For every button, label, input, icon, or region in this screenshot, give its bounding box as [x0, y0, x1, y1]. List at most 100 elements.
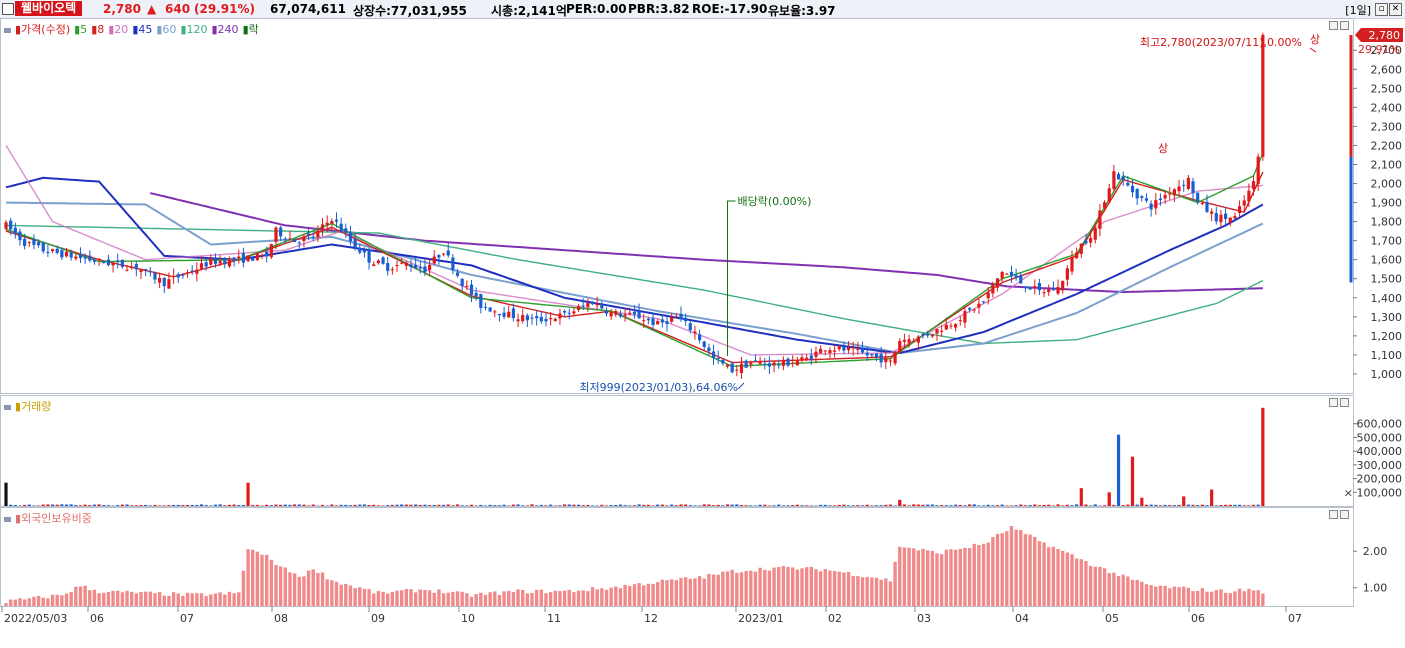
- candle-body: [330, 221, 334, 224]
- volume-bar: [567, 504, 571, 506]
- volume-bar: [502, 504, 506, 506]
- panel-max-icon[interactable]: [1340, 510, 1349, 519]
- candle-body: [842, 346, 846, 351]
- legend-item-1[interactable]: ▮5: [74, 23, 88, 36]
- panel-max-icon[interactable]: [1340, 398, 1349, 407]
- panel-max-icon[interactable]: [1340, 21, 1349, 30]
- candle-body: [721, 359, 725, 364]
- volume-bar: [1116, 434, 1121, 506]
- foreign-bar: [725, 571, 730, 606]
- price-axis-label: 2,400: [1371, 101, 1403, 114]
- select-checkbox[interactable]: [2, 3, 14, 15]
- volume-bar: [1009, 505, 1014, 506]
- volume-bar: [428, 505, 432, 506]
- legend-item-4[interactable]: ▮45: [132, 23, 153, 36]
- candle-body: [651, 318, 655, 325]
- panel-handle-icon[interactable]: [4, 404, 11, 410]
- foreign-bar: [1242, 591, 1246, 606]
- foreign-axis-label: 1.00: [1363, 582, 1388, 595]
- candle-body: [972, 309, 976, 311]
- volume-bar: [981, 505, 986, 506]
- candle-body: [60, 250, 64, 258]
- foreign-bar: [939, 554, 944, 606]
- foreign-bar: [576, 590, 581, 606]
- candle-body: [404, 262, 408, 266]
- legend-item-2[interactable]: ▮8: [91, 23, 105, 36]
- foreign-bar: [237, 592, 241, 606]
- price-axis-label: 1,300: [1371, 311, 1403, 324]
- candle-body: [823, 350, 827, 352]
- candle-body: [502, 312, 506, 317]
- candle-body: [898, 341, 902, 353]
- candle-body: [1256, 156, 1260, 184]
- candle-body: [590, 302, 595, 305]
- candle-body: [1084, 240, 1088, 244]
- x-axis-label: 03: [917, 612, 931, 625]
- candle-body: [414, 264, 418, 269]
- candle-body: [46, 251, 50, 253]
- candle-body: [912, 341, 916, 343]
- volume-bar: [320, 504, 325, 506]
- candle-body: [795, 360, 799, 366]
- volume-bar: [83, 504, 87, 506]
- panel-min-icon[interactable]: [1329, 510, 1338, 519]
- volume-bar: [223, 505, 227, 506]
- foreign-bar: [1042, 542, 1046, 606]
- volume-bar: [711, 505, 716, 506]
- restore-icon[interactable]: ▫: [1375, 3, 1388, 16]
- candle-body: [758, 362, 762, 364]
- foreign-bar: [195, 593, 199, 606]
- ma-line-120: [5, 224, 1264, 345]
- panel-handle-icon[interactable]: [4, 516, 11, 522]
- foreign-bar: [972, 543, 976, 606]
- foreign-bar: [1126, 576, 1130, 606]
- candle-body: [730, 363, 734, 373]
- foreign-bar: [1074, 558, 1079, 606]
- volume-bar: [469, 504, 474, 506]
- volume-bar: [1079, 488, 1083, 506]
- panel-min-icon[interactable]: [1329, 21, 1338, 30]
- candle-body: [888, 360, 893, 362]
- legend-item-8[interactable]: ▮락: [242, 23, 259, 36]
- period-selector[interactable]: [1일]: [1345, 4, 1371, 17]
- volume-bar: [1089, 505, 1093, 506]
- legend-item-3[interactable]: ▮20: [108, 23, 129, 36]
- candle-body: [930, 334, 934, 337]
- foreign-bar: [469, 596, 474, 606]
- price-axis-label: 2,700: [1371, 44, 1403, 57]
- foreign-bar: [991, 537, 995, 606]
- panel-min-icon[interactable]: [1329, 398, 1338, 407]
- stock-name-badge[interactable]: 웰바이오텍: [15, 1, 83, 16]
- volume-bar: [1028, 505, 1032, 506]
- foreign-bar: [544, 593, 548, 606]
- volume-bar: [581, 505, 585, 506]
- legend-item-6[interactable]: ▮120: [180, 23, 208, 36]
- candle-body: [162, 277, 166, 287]
- candle-body: [1023, 286, 1028, 288]
- foreign-bar: [479, 592, 483, 606]
- volume-bar: [139, 505, 143, 506]
- foreign-bar: [297, 576, 301, 606]
- legend-item-7[interactable]: ▮240: [211, 23, 239, 36]
- volume-bar: [227, 504, 232, 506]
- legend-item-5[interactable]: ▮60: [156, 23, 177, 36]
- volume-bar: [1023, 505, 1028, 506]
- foreign-bar: [386, 593, 390, 606]
- candle-body: [325, 222, 329, 225]
- candle-body: [870, 354, 874, 356]
- foreign-bar: [88, 590, 92, 606]
- candle-body: [623, 314, 627, 316]
- close-icon[interactable]: ✕: [1389, 3, 1402, 16]
- panel-handle-icon[interactable]: [4, 27, 11, 33]
- foreign-bar: [893, 561, 897, 606]
- candle-body: [511, 308, 515, 319]
- foreign-bar: [227, 591, 232, 606]
- volume-bar: [1065, 504, 1069, 506]
- candle-body: [753, 360, 758, 362]
- foreign-bar: [730, 569, 734, 606]
- candle-body: [944, 324, 948, 330]
- legend-item-0[interactable]: ▮가격(수정): [15, 23, 71, 36]
- candle-body: [134, 264, 138, 270]
- volume-bar: [530, 504, 534, 506]
